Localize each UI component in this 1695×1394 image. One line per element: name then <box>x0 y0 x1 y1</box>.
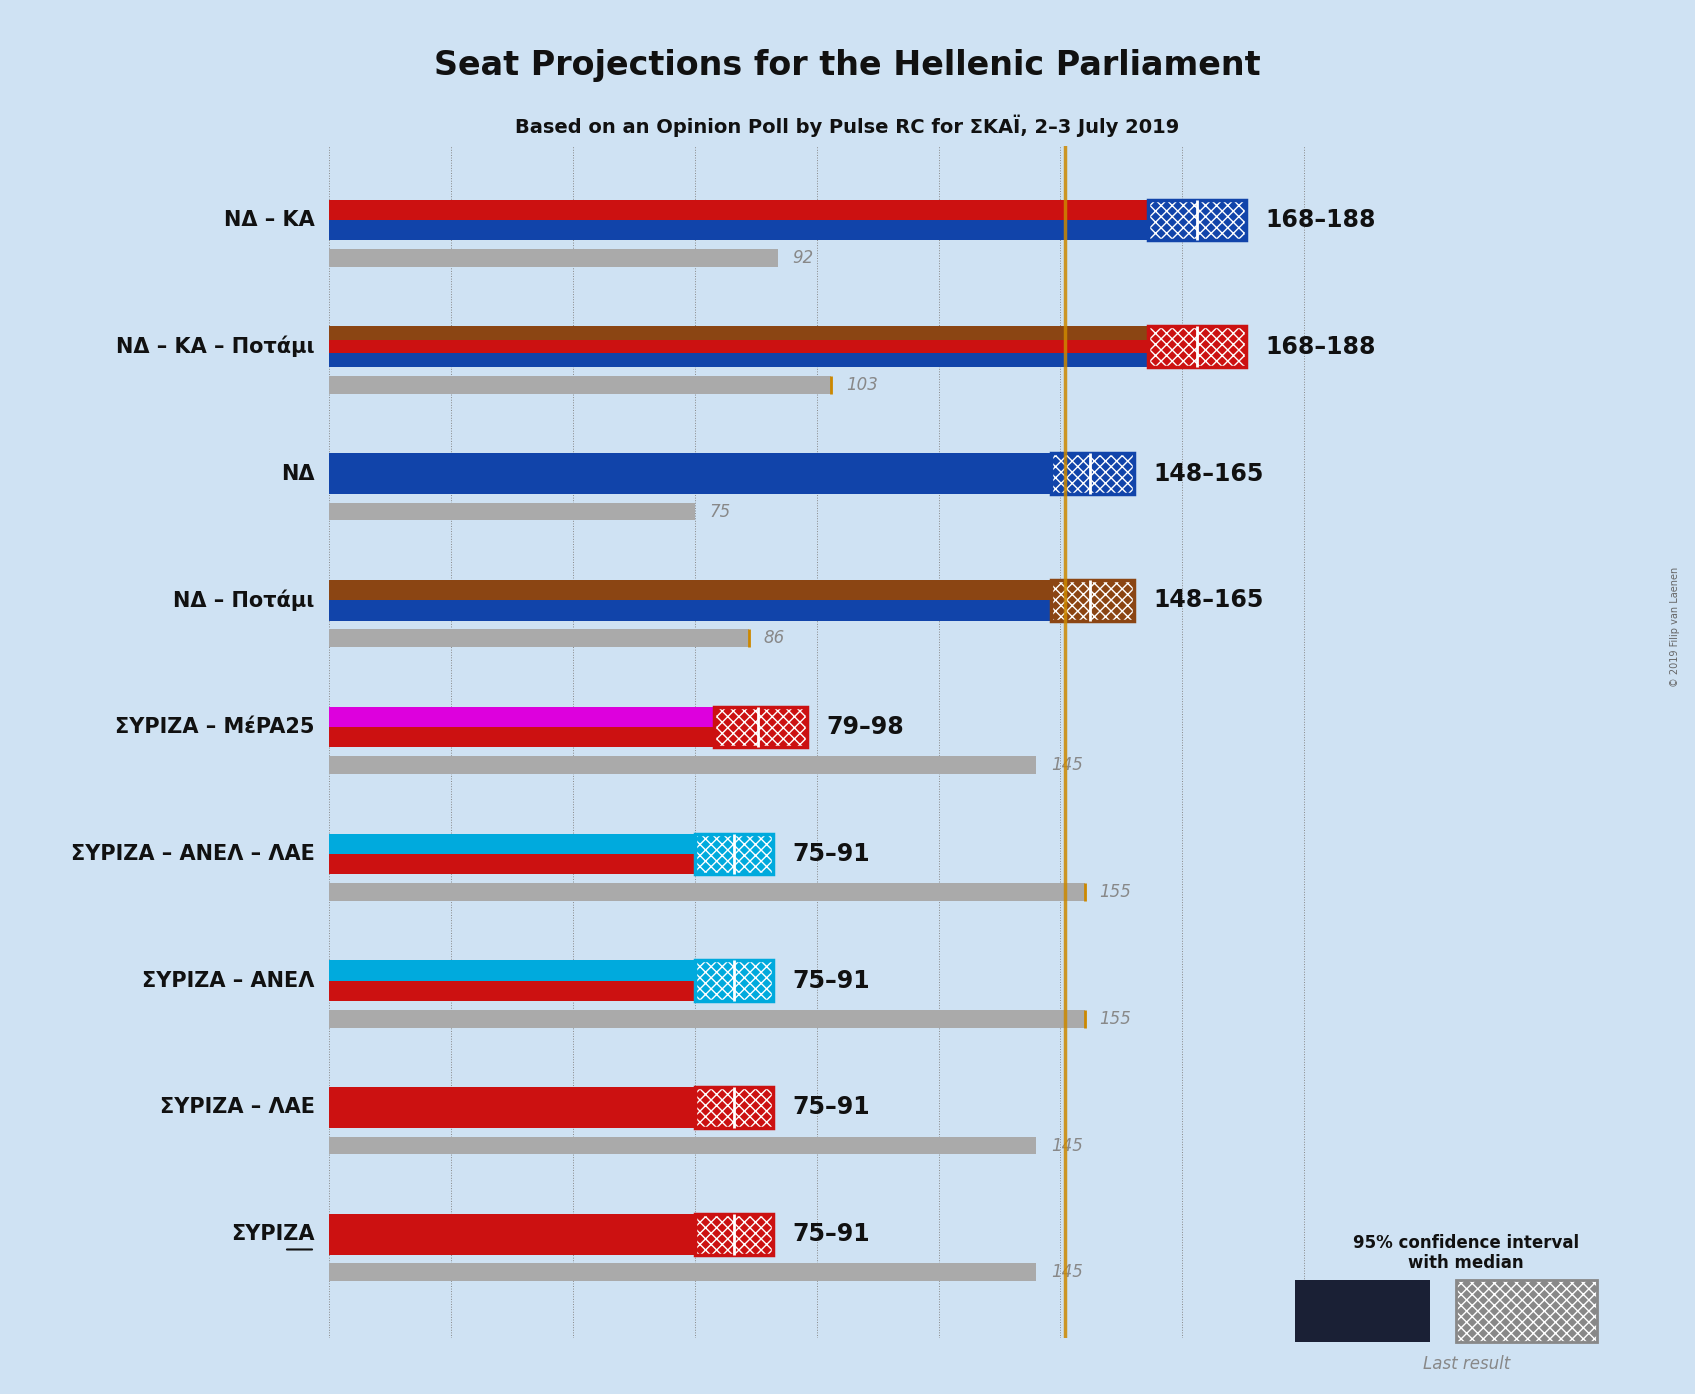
Text: © 2019 Filip van Laenen: © 2019 Filip van Laenen <box>1670 567 1680 687</box>
Bar <box>1456 1280 1597 1341</box>
Bar <box>695 1087 773 1128</box>
Bar <box>329 250 778 266</box>
Text: 155: 155 <box>1100 882 1131 901</box>
Text: 103: 103 <box>846 376 878 393</box>
Bar <box>695 1214 773 1255</box>
Text: ΣΥΡΙΖΑ – ΑΝΕΛ: ΣΥΡΙΖΑ – ΑΝΕΛ <box>142 970 315 991</box>
Bar <box>1051 453 1134 493</box>
Text: 75–91: 75–91 <box>792 1096 870 1119</box>
Text: Seat Projections for the Hellenic Parliament: Seat Projections for the Hellenic Parlia… <box>434 49 1261 82</box>
Text: 79–98: 79–98 <box>827 715 903 739</box>
Bar <box>329 980 695 1001</box>
Bar <box>329 340 1148 354</box>
Bar <box>1295 1280 1431 1341</box>
Bar <box>1148 199 1246 240</box>
Text: 75–91: 75–91 <box>792 1223 870 1246</box>
Text: 75: 75 <box>710 503 731 520</box>
Bar <box>329 882 1085 901</box>
Bar <box>1148 199 1246 240</box>
Bar <box>329 630 749 647</box>
Bar <box>1051 580 1134 620</box>
Text: 75–91: 75–91 <box>792 842 870 866</box>
Bar <box>695 1087 773 1128</box>
Bar <box>695 834 773 874</box>
Bar <box>1148 326 1246 367</box>
Text: ΝΔ – Ποτάμι: ΝΔ – Ποτάμι <box>173 590 315 611</box>
Bar <box>329 326 1148 340</box>
Bar <box>1051 580 1134 620</box>
Bar <box>695 960 773 1001</box>
Bar <box>695 960 773 1001</box>
Bar <box>329 601 1051 620</box>
Bar <box>329 199 1148 220</box>
Bar <box>695 834 773 874</box>
Text: ΣΥΡΙΖΑ: ΣΥΡΙΖΑ <box>231 1224 315 1245</box>
Bar <box>329 1263 1036 1281</box>
Bar <box>1456 1280 1597 1341</box>
Text: ΝΔ: ΝΔ <box>281 463 315 484</box>
Text: 145: 145 <box>1051 1136 1083 1154</box>
Bar <box>695 1087 773 1128</box>
Bar <box>329 855 695 874</box>
Bar <box>1051 580 1134 620</box>
Bar <box>715 707 807 747</box>
Bar <box>329 960 695 980</box>
Text: 168–188: 168–188 <box>1264 335 1376 358</box>
Text: 92: 92 <box>792 250 814 266</box>
Text: 145: 145 <box>1051 756 1083 774</box>
Bar <box>1051 453 1134 493</box>
Bar <box>329 376 831 393</box>
Text: 86: 86 <box>763 629 785 647</box>
Text: 145: 145 <box>1051 1263 1083 1281</box>
Bar <box>329 757 1036 774</box>
Bar <box>695 1214 773 1255</box>
Text: ΝΔ – ΚΑ: ΝΔ – ΚΑ <box>224 210 315 230</box>
Bar <box>329 728 715 747</box>
Text: Based on an Opinion Poll by Pulse RC for ΣΚΑΪ, 2–3 July 2019: Based on an Opinion Poll by Pulse RC for… <box>515 114 1180 137</box>
Bar <box>695 960 773 1001</box>
Bar <box>1148 199 1246 240</box>
Text: ΣΥΡΙΖΑ – ΜέPA25: ΣΥΡΙΖΑ – ΜέPA25 <box>115 717 315 737</box>
Bar <box>329 354 1148 367</box>
Bar <box>1051 453 1134 493</box>
Bar <box>329 220 1148 240</box>
Text: ΣΥΡΙΖΑ – ΛΑΕ: ΣΥΡΙΖΑ – ΛΑΕ <box>159 1097 315 1118</box>
Bar <box>1456 1280 1597 1341</box>
Bar <box>715 707 807 747</box>
Bar <box>695 1214 773 1255</box>
Text: 75–91: 75–91 <box>792 969 870 993</box>
Bar <box>329 1214 695 1255</box>
Bar <box>329 707 715 728</box>
Text: ΣΥΡΙΖΑ – ΑΝΕΛ – ΛΑΕ: ΣΥΡΙΖΑ – ΑΝΕΛ – ΛΑΕ <box>71 843 315 864</box>
Bar <box>695 834 773 874</box>
Text: 95% confidence interval
with median: 95% confidence interval with median <box>1353 1234 1580 1273</box>
Bar <box>329 834 695 855</box>
Bar <box>329 453 1051 493</box>
Text: 148–165: 148–165 <box>1153 461 1263 485</box>
Bar <box>329 580 1051 601</box>
Bar <box>329 503 695 520</box>
Bar <box>329 1136 1036 1154</box>
Bar <box>329 1009 1085 1027</box>
Text: Last result: Last result <box>1422 1355 1510 1373</box>
Text: ΝΔ – ΚΑ – Ποτάμι: ΝΔ – ΚΑ – Ποτάμι <box>117 336 315 357</box>
Bar <box>1148 326 1246 367</box>
Bar <box>715 707 807 747</box>
Text: 148–165: 148–165 <box>1153 588 1263 612</box>
Text: 168–188: 168–188 <box>1264 208 1376 231</box>
Text: 155: 155 <box>1100 1009 1131 1027</box>
Bar <box>329 1087 695 1128</box>
Bar <box>1148 326 1246 367</box>
